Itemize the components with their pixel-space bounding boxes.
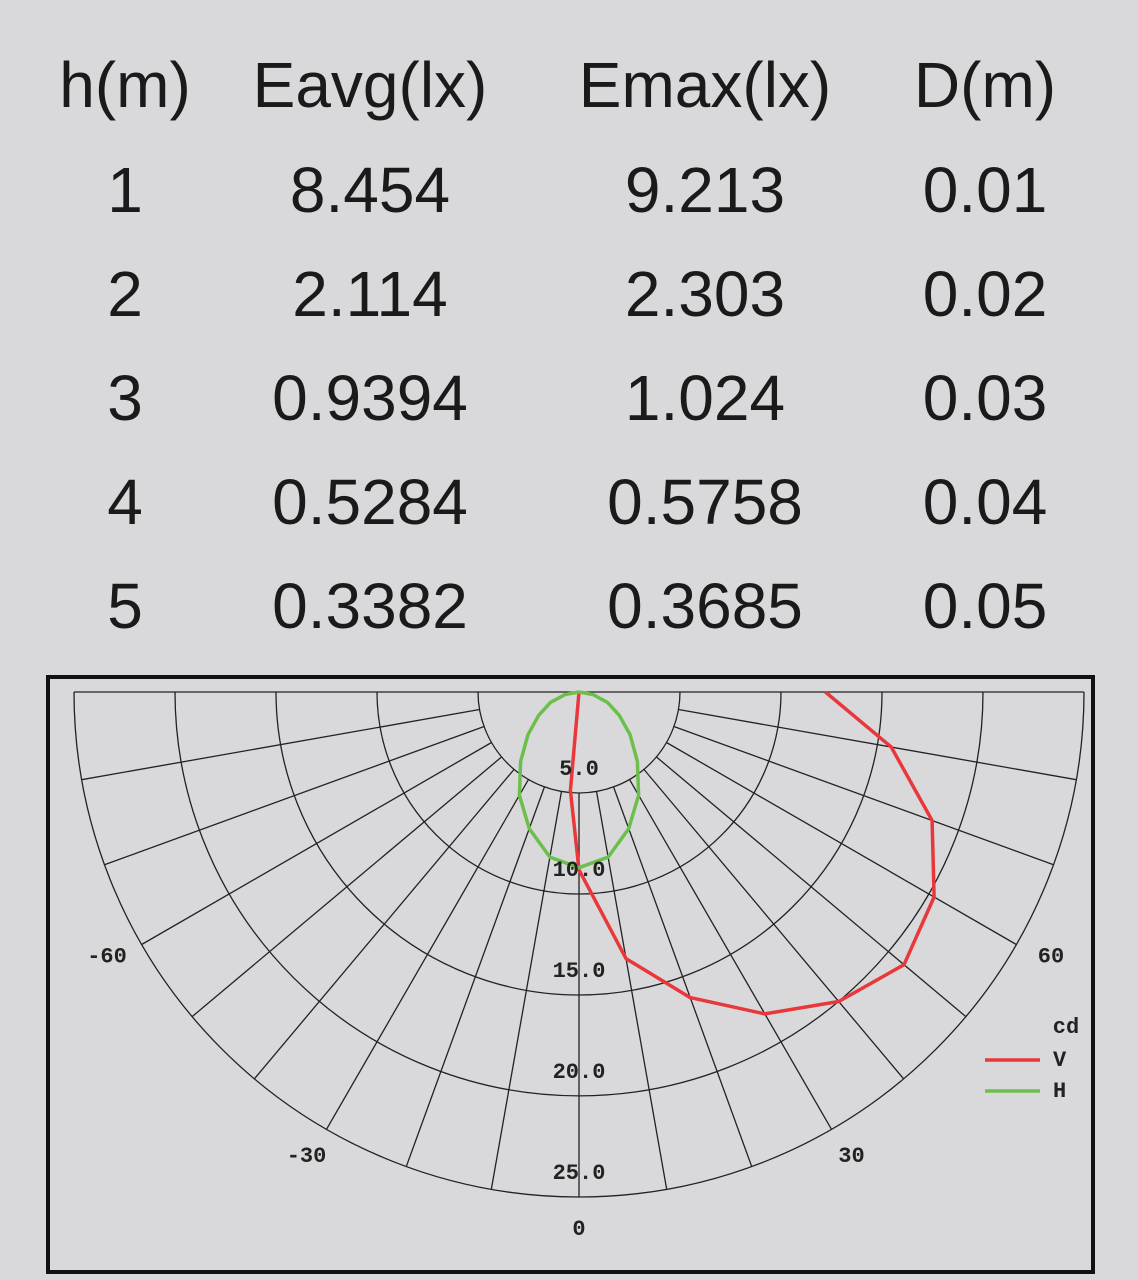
table-cell: 2.114 xyxy=(292,258,447,330)
curve xyxy=(568,690,936,1016)
polar-chart: 5.0 10.0 15.0 20.0 25.0 -60 -30 0 30 60 cd VH xyxy=(73,690,1085,1242)
angle-tick-label: -60 xyxy=(87,944,127,969)
radius-tick-label: 15.0 xyxy=(553,959,606,984)
table-cell: 0.3382 xyxy=(272,570,468,642)
table-cell: 1.024 xyxy=(625,362,785,434)
column-header: Eavg(lx) xyxy=(253,49,488,121)
table-cell: 0.9394 xyxy=(272,362,468,434)
table-cell: 0.04 xyxy=(923,466,1048,538)
table-cell: 9.213 xyxy=(625,154,785,226)
table-cell: 3 xyxy=(107,362,143,434)
radius-grid-ring xyxy=(275,691,883,996)
radius-grid-ring xyxy=(376,691,782,895)
angle-tick-label: -30 xyxy=(287,1144,327,1169)
radius-tick-label: 5.0 xyxy=(559,757,599,782)
table-cell: 2 xyxy=(107,258,143,330)
radius-grid-ring xyxy=(477,691,681,794)
table-cell: 0.03 xyxy=(923,362,1048,434)
column-header: Emax(lx) xyxy=(579,49,831,121)
chart-frame xyxy=(46,675,1095,1274)
table-cell: 0.5758 xyxy=(607,466,803,538)
table-cell: 0.3685 xyxy=(607,570,803,642)
table-cell: 8.454 xyxy=(290,154,450,226)
table-cell: 0.02 xyxy=(923,258,1048,330)
curve xyxy=(517,690,641,870)
legend-label: V xyxy=(1053,1048,1067,1073)
radius-grid-ring xyxy=(73,691,1085,1198)
angle-tick-label: 60 xyxy=(1038,944,1064,969)
table-cell: 0.5284 xyxy=(272,466,468,538)
radius-tick-label: 10.0 xyxy=(553,858,606,883)
table-cell: 0.01 xyxy=(923,154,1048,226)
table-cell: 1 xyxy=(107,154,143,226)
column-header: h(m) xyxy=(59,49,191,121)
angle-tick-label: 0 xyxy=(572,1217,585,1242)
radius-tick-label: 20.0 xyxy=(553,1060,606,1085)
column-header: D(m) xyxy=(914,49,1056,121)
data-table: h(m) Eavg(lx) Emax(lx) D(m) 1 8.454 9.213 0.01 2… xyxy=(59,49,1056,642)
legend-label: H xyxy=(1053,1079,1066,1104)
table-cell: 4 xyxy=(107,466,143,538)
radius-tick-label: 25.0 xyxy=(553,1161,606,1186)
table-cell: 5 xyxy=(107,570,143,642)
legend-title: cd xyxy=(1053,1015,1079,1040)
table-cell: 0.05 xyxy=(923,570,1048,642)
angle-tick-label: 30 xyxy=(838,1144,864,1169)
table-cell: 2.303 xyxy=(625,258,785,330)
